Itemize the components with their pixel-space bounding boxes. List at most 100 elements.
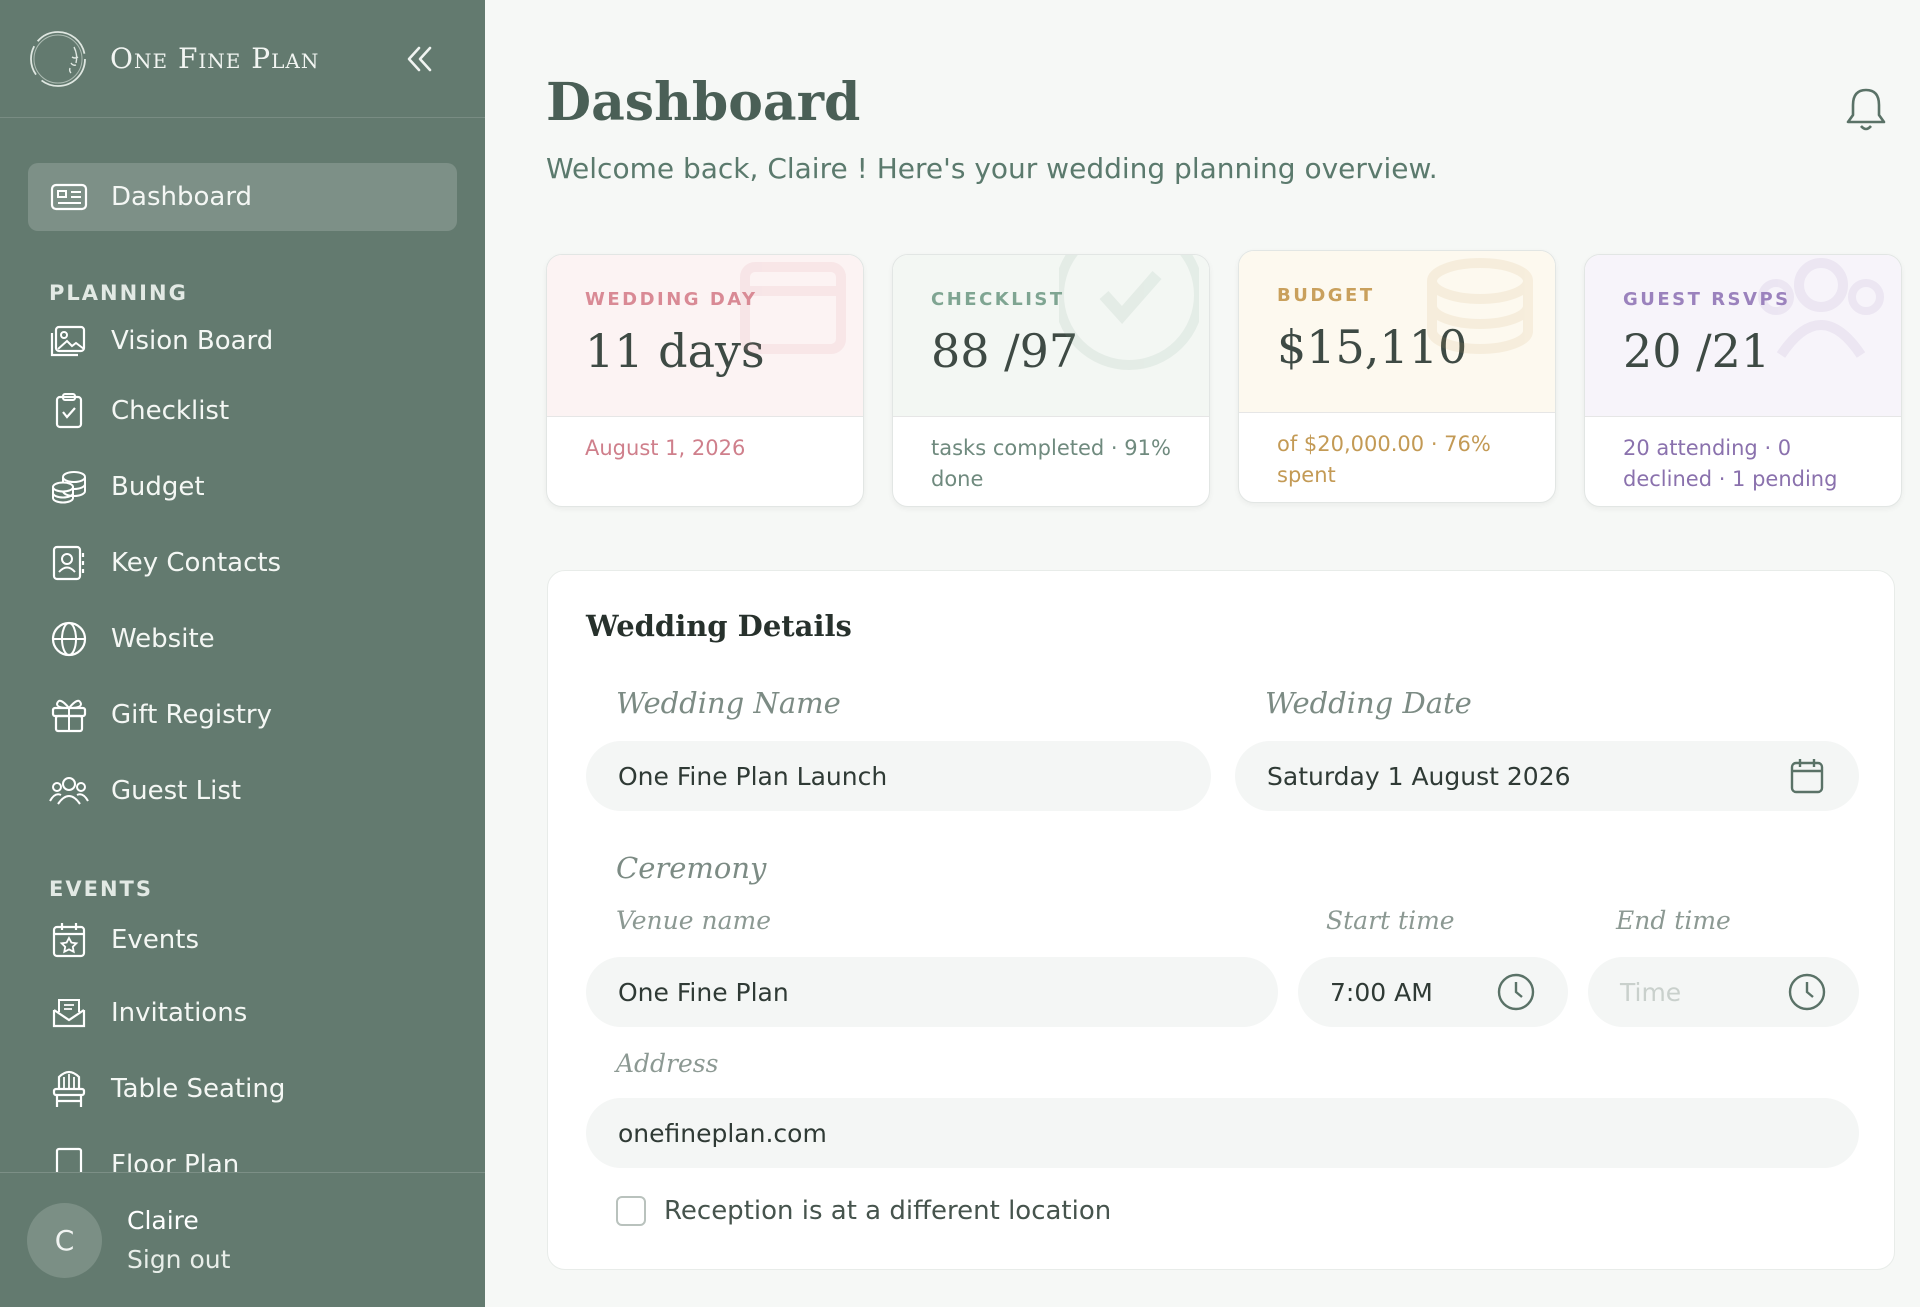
venue-name-field[interactable]: One Fine Plan	[586, 957, 1278, 1027]
card-label: GUEST RSVPS	[1623, 289, 1791, 310]
contact-book-icon	[49, 543, 89, 583]
sidebar-item-label: Guest List	[111, 776, 242, 806]
address-label: Address	[616, 1049, 719, 1078]
sidebar-item-label: Dashboard	[111, 182, 253, 212]
sidebar-item-table-seating[interactable]: Table Seating	[0, 1051, 485, 1127]
sidebar-item-gift-registry[interactable]: Gift Registry	[0, 677, 485, 753]
clock-icon[interactable]	[1496, 972, 1536, 1012]
stat-card-guest-rsvps[interactable]: GUEST RSVPS 20 /21 20 attending · 0 decl…	[1584, 254, 1902, 507]
card-subtext: 20 attending · 0 declined · 1 pending	[1585, 416, 1901, 495]
start-time-label: Start time	[1326, 906, 1455, 935]
sidebar-item-key-contacts[interactable]: Key Contacts	[0, 525, 485, 601]
dashboard-icon	[49, 177, 89, 217]
stat-card-checklist[interactable]: CHECKLIST 88 /97 tasks completed · 91% d…	[892, 254, 1210, 507]
chair-icon	[49, 1069, 89, 1109]
sidebar-item-label: Events	[111, 925, 200, 955]
wedding-date-label: Wedding Date	[1265, 686, 1472, 720]
input-value: One Fine Plan Launch	[618, 761, 888, 791]
globe-icon	[49, 619, 89, 659]
sidebar: One Fine Plan Dashboard PLANNING Vision …	[0, 0, 485, 1307]
users-icon	[1758, 258, 1884, 358]
card-label: CHECKLIST	[931, 289, 1065, 310]
start-time-field[interactable]: 7:00 AM	[1298, 957, 1568, 1027]
input-value: 7:00 AM	[1330, 977, 1433, 1007]
wedding-name-label: Wedding Name	[616, 686, 841, 720]
input-placeholder: Time	[1620, 977, 1682, 1007]
section-header-events: EVENTS	[49, 877, 153, 901]
brand: One Fine Plan	[0, 0, 485, 118]
wedding-name-field[interactable]: One Fine Plan Launch	[586, 741, 1211, 811]
sign-out-link[interactable]: Sign out	[127, 1245, 231, 1274]
page-subtitle: Welcome back, Claire ! Here's your weddi…	[546, 152, 1438, 185]
coins-icon	[49, 467, 89, 507]
calendar-icon[interactable]	[1787, 756, 1827, 796]
reception-different-location-checkbox[interactable]	[616, 1196, 646, 1226]
wedding-date-field[interactable]: Saturday 1 August 2026	[1235, 741, 1859, 811]
sidebar-item-label: Key Contacts	[111, 548, 282, 578]
sidebar-nav: Dashboard PLANNING Vision Board Checklis…	[0, 163, 485, 1203]
sidebar-item-guest-list[interactable]: Guest List	[0, 753, 485, 829]
user-info: Claire Sign out	[127, 1206, 230, 1274]
calendar-star-icon	[49, 920, 89, 960]
end-time-field[interactable]: Time	[1588, 957, 1859, 1027]
envelope-open-icon	[49, 993, 89, 1033]
brand-name: One Fine Plan	[110, 42, 320, 75]
card-subtext: tasks completed · 91% done	[893, 416, 1209, 495]
card-label: BUDGET	[1277, 285, 1375, 306]
user-panel: C Claire Sign out	[0, 1172, 485, 1307]
card-top: WEDDING DAY 11 days	[547, 255, 863, 416]
clock-icon[interactable]	[1787, 972, 1827, 1012]
bell-icon	[1846, 88, 1886, 131]
calendar-icon	[740, 262, 846, 354]
sidebar-item-label: Budget	[111, 472, 205, 502]
sidebar-item-checklist[interactable]: Checklist	[0, 373, 485, 449]
coins-icon	[1427, 258, 1533, 354]
card-value: 20 /21	[1623, 324, 1771, 378]
stat-card-wedding-day[interactable]: WEDDING DAY 11 days August 1, 2026	[546, 254, 864, 507]
section-title: Wedding Details	[586, 609, 852, 643]
chevrons-left-icon	[407, 46, 432, 71]
card-label: WEDDING DAY	[585, 289, 758, 310]
sidebar-item-dashboard[interactable]: Dashboard	[28, 163, 457, 231]
input-value: onefineplan.com	[618, 1118, 827, 1148]
collapse-sidebar-button[interactable]	[399, 39, 439, 79]
sidebar-item-label: Website	[111, 624, 215, 654]
image-icon	[49, 321, 89, 361]
card-top: CHECKLIST 88 /97	[893, 255, 1209, 416]
clipboard-check-icon	[49, 391, 89, 431]
ceremony-label: Ceremony	[616, 851, 767, 885]
checkbox-label: Reception is at a different location	[664, 1196, 1112, 1226]
input-value: Saturday 1 August 2026	[1267, 761, 1571, 791]
address-field[interactable]: onefineplan.com	[586, 1098, 1859, 1168]
sidebar-item-events[interactable]: Events	[0, 905, 485, 975]
stat-card-budget[interactable]: BUDGET $15,110 of $20,000.00 · 76% spent	[1238, 250, 1556, 503]
users-icon	[49, 771, 89, 811]
sidebar-item-label: Invitations	[111, 998, 248, 1028]
venue-name-label: Venue name	[616, 906, 772, 935]
sidebar-item-website[interactable]: Website	[0, 601, 485, 677]
check-circle-icon	[1059, 255, 1199, 370]
input-value: One Fine Plan	[618, 977, 789, 1007]
card-value: 88 /97	[931, 324, 1079, 378]
gift-icon	[49, 695, 89, 735]
wedding-details-panel: Wedding Details Wedding Name One Fine Pl…	[547, 570, 1895, 1270]
sidebar-item-label: Gift Registry	[111, 700, 272, 730]
card-value: 11 days	[585, 324, 765, 378]
reception-checkbox-row: Reception is at a different location	[616, 1196, 1111, 1226]
avatar[interactable]: C	[27, 1202, 102, 1278]
sidebar-item-label: Vision Board	[111, 326, 274, 356]
card-subtext: of $20,000.00 · 76% spent	[1239, 412, 1555, 491]
user-name: Claire	[127, 1206, 199, 1235]
section-header-planning: PLANNING	[49, 281, 188, 305]
end-time-label: End time	[1616, 906, 1731, 935]
card-top: GUEST RSVPS 20 /21	[1585, 255, 1901, 416]
sidebar-item-budget[interactable]: Budget	[0, 449, 485, 525]
page-title: Dashboard	[546, 72, 861, 133]
sidebar-item-vision-board[interactable]: Vision Board	[0, 309, 485, 373]
sidebar-item-label: Checklist	[111, 396, 230, 426]
sidebar-item-invitations[interactable]: Invitations	[0, 975, 485, 1051]
sidebar-item-label: Table Seating	[111, 1074, 286, 1104]
main-content: Dashboard Welcome back, Claire ! Here's …	[485, 0, 1920, 1307]
notifications-button[interactable]	[1840, 84, 1892, 136]
card-subtext: August 1, 2026	[547, 416, 863, 464]
